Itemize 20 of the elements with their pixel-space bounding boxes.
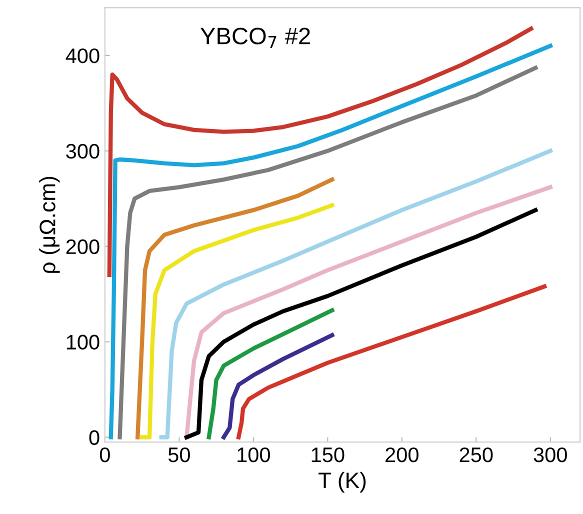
y-tick-label: 100	[66, 334, 100, 350]
line-series	[222, 333, 334, 440]
y-tick-label: 400	[66, 48, 100, 64]
line-series	[107, 26, 534, 278]
x-tick-label: 250	[460, 447, 493, 462]
x-tick-label: 100	[238, 447, 270, 462]
x-tick-label: 0	[100, 447, 110, 462]
annotation: YBCO$_{7}$ #2	[200, 28, 310, 48]
x-tick-label: 150	[312, 447, 344, 462]
x-tick-label: 50	[168, 447, 190, 462]
y-tick-label: 0	[89, 430, 100, 446]
x-tick-label: 200	[386, 447, 418, 462]
line-series	[159, 148, 552, 440]
y-tick-label: 300	[66, 144, 100, 159]
y-axis-title: ρ (μΩ.cm)	[39, 176, 60, 273]
x-axis-title: T (K)	[318, 472, 366, 493]
line-series	[236, 284, 547, 440]
x-tick-label: 300	[534, 447, 567, 462]
y-tick-label: 200	[66, 239, 100, 254]
line-series	[206, 308, 334, 440]
